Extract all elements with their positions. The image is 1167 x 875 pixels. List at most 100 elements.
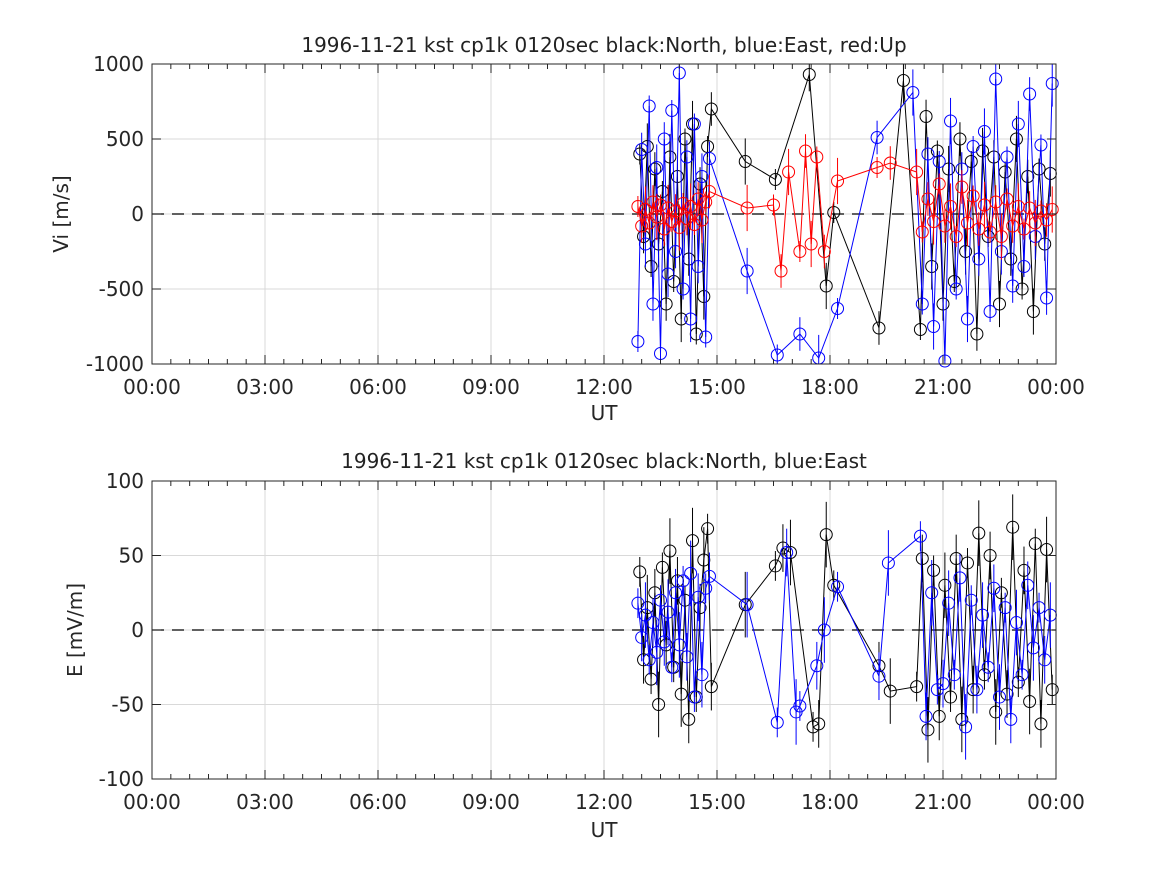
velocity-series-north-point: [993, 297, 1006, 311]
velocity-series-east-point: [770, 348, 784, 362]
efield-series-north-point: [701, 522, 715, 536]
velocity-ytick-label: 0: [131, 202, 144, 226]
velocity-series-north-point: [738, 155, 752, 168]
velocity-series-north-point: [802, 68, 816, 81]
efield-series-north-point: [659, 638, 673, 652]
velocity-series-up-point: [661, 201, 675, 215]
velocity-xlabel: UT: [591, 401, 619, 425]
velocity-series-up-point: [1011, 200, 1025, 213]
efield-series-north-point: [819, 528, 833, 542]
velocity-series-east-point: [793, 327, 807, 341]
efield-series-east-point: [987, 581, 1001, 595]
efield-series-east-point: [699, 581, 713, 595]
velocity-series-north-point: [819, 279, 833, 293]
efield-series-east-point: [661, 605, 675, 619]
velocity-series-north-point: [872, 321, 886, 335]
efield-series-north-point: [812, 717, 826, 731]
velocity-series-north-point: [930, 144, 944, 158]
velocity-series-north-point: [678, 132, 692, 146]
velocity-series-north-point: [827, 206, 841, 219]
velocity-series-east-point: [642, 99, 656, 113]
velocity-series-up-point: [774, 264, 788, 278]
velocity-series-north-point: [674, 312, 688, 326]
velocity-series-up-point: [631, 200, 645, 213]
velocity-series-north-point: [919, 110, 933, 123]
velocity-series-east-point: [989, 72, 1003, 86]
velocity-series-north-point: [659, 297, 673, 311]
velocity-series-east-point: [657, 132, 671, 146]
efield-series-east-point: [925, 586, 939, 600]
velocity-series-north-point: [913, 323, 927, 336]
efield-series-east-point: [913, 529, 927, 543]
velocity-xtick-label: 18:00: [801, 375, 859, 399]
velocity-series-north-point: [953, 132, 967, 146]
velocity-series-east-point: [1011, 117, 1025, 131]
efield-series-north-point: [938, 578, 952, 592]
efield-ylabel: E [mV/m]: [63, 583, 87, 677]
efield-series-north-point: [1006, 520, 1020, 534]
velocity-series-east-point: [650, 161, 664, 174]
velocity-series-east-point: [699, 330, 713, 344]
efield-xtick-label: 00:00: [123, 790, 181, 814]
velocity-ytick-label: 500: [106, 127, 144, 151]
efield-series-east-point: [953, 571, 967, 585]
velocity-series-east-point: [684, 312, 698, 326]
efield-ytick-label: -50: [111, 693, 144, 717]
efield-series-north-point: [663, 544, 677, 558]
velocity-series-up-point: [691, 192, 705, 206]
velocity-series-up-point: [804, 237, 818, 251]
velocity-series-north-point: [693, 177, 707, 191]
efield-series-north-point: [921, 723, 935, 737]
velocity-series-up-point: [669, 204, 683, 218]
velocity-series-east-point: [944, 114, 958, 128]
efield-series-east-point: [642, 653, 656, 667]
velocity-series-north-point: [1015, 282, 1029, 296]
velocity-panel: 00:00 03:00 06:00 09:00 12:00 15:00 18:00 21:00…: [49, 33, 1085, 425]
velocity-series-east: [631, 64, 1059, 368]
velocity-series-up: [631, 134, 1059, 288]
velocity-series-up-point: [1045, 203, 1059, 216]
efield-series-north-point: [1034, 717, 1048, 731]
efield-ytick-label: 50: [119, 544, 144, 568]
efield-series-north-point: [783, 546, 797, 560]
efield-xtick-label: 09:00: [462, 790, 520, 814]
efield-series-east: [631, 521, 1057, 760]
velocity-series-north-point: [942, 162, 956, 176]
velocity-series-east-point: [1040, 291, 1054, 305]
efield-series-east-point: [1038, 653, 1052, 667]
efield-series-east-point: [831, 580, 845, 594]
velocity-series-east-point: [740, 264, 754, 278]
velocity-series-up-point: [910, 165, 924, 179]
velocity-series-east-point: [1006, 279, 1020, 293]
velocity-series-east-point: [1034, 138, 1048, 152]
velocity-series-east-point: [1000, 150, 1014, 164]
velocity-series-east-point: [977, 125, 991, 138]
velocity-series-east-point: [631, 335, 645, 348]
efield-series-east-point: [959, 720, 973, 734]
velocity-series-east-point: [831, 302, 845, 315]
velocity-series-up-point: [949, 230, 963, 243]
velocity-series-up-point: [960, 216, 974, 230]
velocity-series-east-point: [972, 252, 986, 266]
efield-series-north-point: [910, 680, 924, 694]
efield-series-east-point: [947, 668, 961, 682]
efield-series-north-point: [633, 565, 647, 579]
efield-series-east-point: [669, 586, 683, 600]
velocity-series-up-point: [654, 198, 667, 212]
efield-series-north-point: [776, 541, 790, 555]
velocity-series-north-point: [1009, 132, 1023, 146]
efield-series-north-point: [1011, 675, 1025, 689]
efield-series-east-point: [1032, 601, 1046, 615]
efield-series-east-point: [1015, 668, 1029, 682]
efield-series-east-point: [993, 690, 1006, 704]
velocity-series-east-point: [676, 282, 690, 296]
efield-series-east-point: [684, 566, 698, 580]
efield-ytick-label: 0: [131, 618, 144, 642]
efield-series-east-point: [687, 690, 701, 704]
velocity-series-up-point: [650, 210, 664, 224]
efield-series-north-point: [989, 705, 1003, 719]
velocity-series-north-point: [1021, 170, 1035, 183]
efield-series-north-point: [960, 556, 974, 570]
efield-series-east-point: [810, 659, 824, 673]
